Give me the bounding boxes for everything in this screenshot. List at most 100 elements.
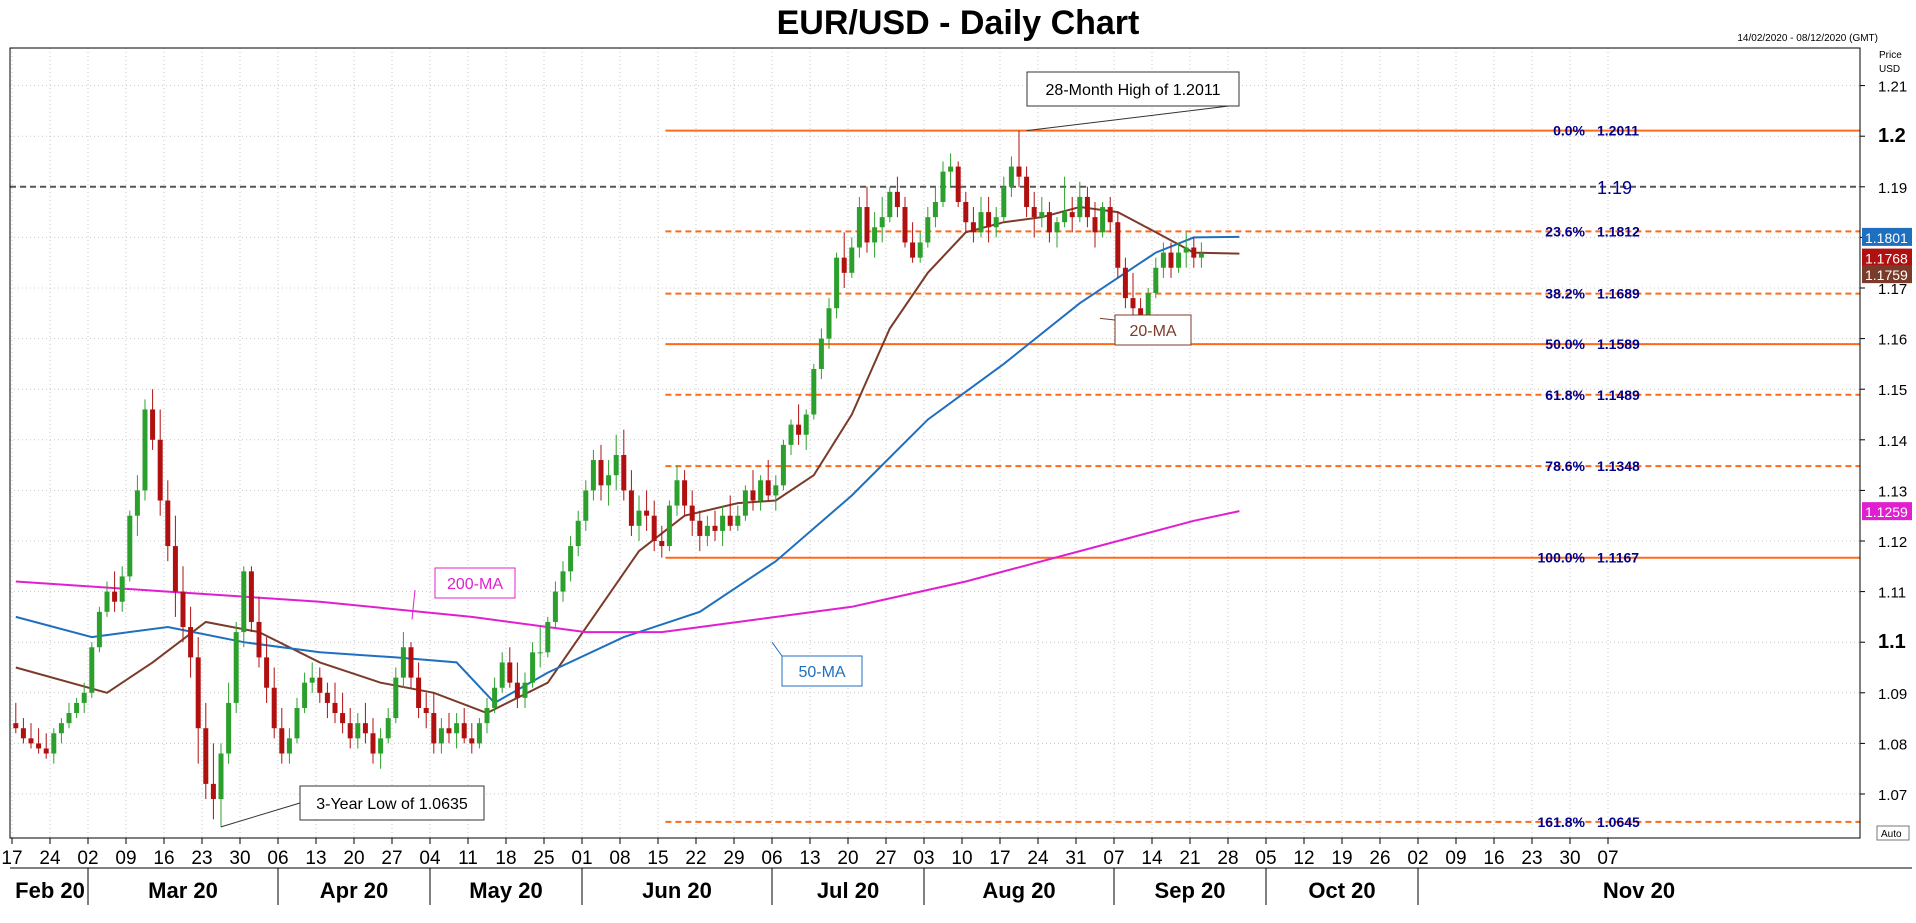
y-tick-label: 1.09: [1878, 686, 1907, 703]
candle-body: [454, 723, 460, 734]
candle-body: [651, 515, 657, 541]
candle-body: [446, 728, 452, 734]
candle-body: [476, 723, 482, 744]
fib-percent-label: 100.0%: [1538, 550, 1586, 566]
x-day-label: 09: [1445, 848, 1466, 869]
candle-body: [1183, 247, 1189, 253]
candle-body: [347, 723, 353, 739]
ma-label-connector: [411, 589, 416, 620]
x-day-label: 12: [1293, 848, 1314, 869]
grid: [10, 48, 1860, 838]
fib-value-label: 1.2011: [1597, 123, 1639, 139]
x-day-label: 16: [153, 848, 174, 869]
candle-body: [362, 723, 368, 734]
x-day-label: 26: [1369, 848, 1390, 869]
candle-body: [917, 242, 923, 258]
candle-body: [309, 677, 315, 683]
candle-body: [28, 738, 34, 744]
callout-text: 28-Month High of 1.2011: [1046, 82, 1221, 99]
x-day-label: 30: [229, 848, 250, 869]
ma-label-connector: [1099, 317, 1116, 321]
fib-percent-label: 61.8%: [1545, 387, 1585, 403]
candle-body: [36, 743, 42, 749]
fib-value-label: 1.1167: [1597, 550, 1639, 566]
candle-body: [902, 207, 908, 243]
x-day-label: 14: [1141, 848, 1163, 869]
x-day-label: 07: [1103, 848, 1124, 869]
candle-body: [613, 454, 619, 476]
candle-body: [864, 207, 870, 243]
candle-body: [1008, 166, 1014, 187]
candle-body: [51, 733, 57, 754]
price-tag-label: 1.1759: [1865, 267, 1908, 283]
price-tag-label: 1.1768: [1865, 251, 1908, 267]
candle-body: [400, 647, 406, 678]
candle-body: [765, 480, 771, 496]
candle-body: [856, 207, 862, 248]
candle-body: [590, 460, 596, 491]
candle-body: [370, 733, 376, 754]
auto-scale-button: [1876, 825, 1910, 841]
date-range: 14/02/2020 - 08/12/2020 (GMT): [1737, 33, 1878, 44]
candle-body: [727, 515, 733, 526]
candle-body: [826, 308, 832, 339]
x-month-label: May 20: [469, 878, 542, 903]
candle-body: [841, 257, 847, 273]
candle-body: [1084, 196, 1090, 218]
price-tag: [1862, 227, 1912, 246]
candle-body: [948, 166, 954, 172]
candle-body: [636, 510, 642, 526]
candle-body: [142, 409, 148, 491]
y-tick-label: 1.2: [1878, 125, 1906, 147]
y-tick-label: 1.11: [1878, 585, 1906, 602]
candle-body: [796, 424, 802, 435]
candle-body: [606, 475, 612, 486]
candle-body: [134, 490, 140, 516]
x-day-label: 22: [685, 848, 706, 869]
candle-body: [583, 490, 589, 521]
x-month-label: Nov 20: [1603, 878, 1675, 903]
auto-scale-label: Auto: [1881, 829, 1902, 840]
candle-body: [750, 490, 756, 501]
price-tag: [1862, 502, 1912, 521]
candle-body: [925, 217, 931, 243]
x-day-label: 16: [1483, 848, 1504, 869]
candle-body: [545, 621, 551, 653]
candle-body: [241, 571, 247, 633]
candle-body: [537, 652, 543, 654]
candle-body: [894, 191, 900, 208]
candle-body: [659, 541, 665, 547]
candle-body: [104, 591, 110, 612]
fib-percent-label: 161.8%: [1538, 814, 1586, 830]
x-day-label: 02: [1407, 848, 1428, 869]
y-tick-label: 1.19: [1878, 180, 1907, 197]
candle-body: [621, 454, 627, 491]
candle-body: [423, 707, 429, 714]
candle-body: [112, 591, 118, 602]
y-axis: Price USD 1.07 1.08 1.09 1.1 1.11 1.12 1.13 1.14 1…: [1860, 50, 1912, 841]
candle-body: [378, 738, 384, 754]
candle-body: [332, 702, 338, 714]
ma-label-box: [434, 567, 516, 599]
candle-body: [735, 515, 741, 526]
candle-body: [758, 480, 764, 501]
price-axis-label: Price: [1879, 50, 1902, 61]
candle-body: [203, 728, 209, 784]
candle-body: [834, 257, 840, 309]
candle-body: [552, 591, 558, 622]
candle-body: [963, 201, 969, 223]
x-day-label: 15: [647, 848, 668, 869]
x-day-label: 08: [609, 848, 630, 869]
candle-body: [887, 191, 893, 218]
fib-value-label: 1.1589: [1597, 336, 1640, 352]
candle-body: [317, 677, 323, 693]
x-axis: 17 24 02 09 16 23 30 06 13 20 27 04 11 18 25 01 08 15 22 29…: [1, 838, 1675, 905]
price-tag: [1862, 248, 1912, 267]
candle-body: [560, 571, 566, 592]
x-day-label: 05: [1255, 848, 1276, 869]
candle-body: [773, 485, 779, 496]
candle-body: [575, 520, 581, 547]
candle-body: [393, 677, 399, 719]
y-tick-label: 1.14: [1878, 433, 1907, 450]
